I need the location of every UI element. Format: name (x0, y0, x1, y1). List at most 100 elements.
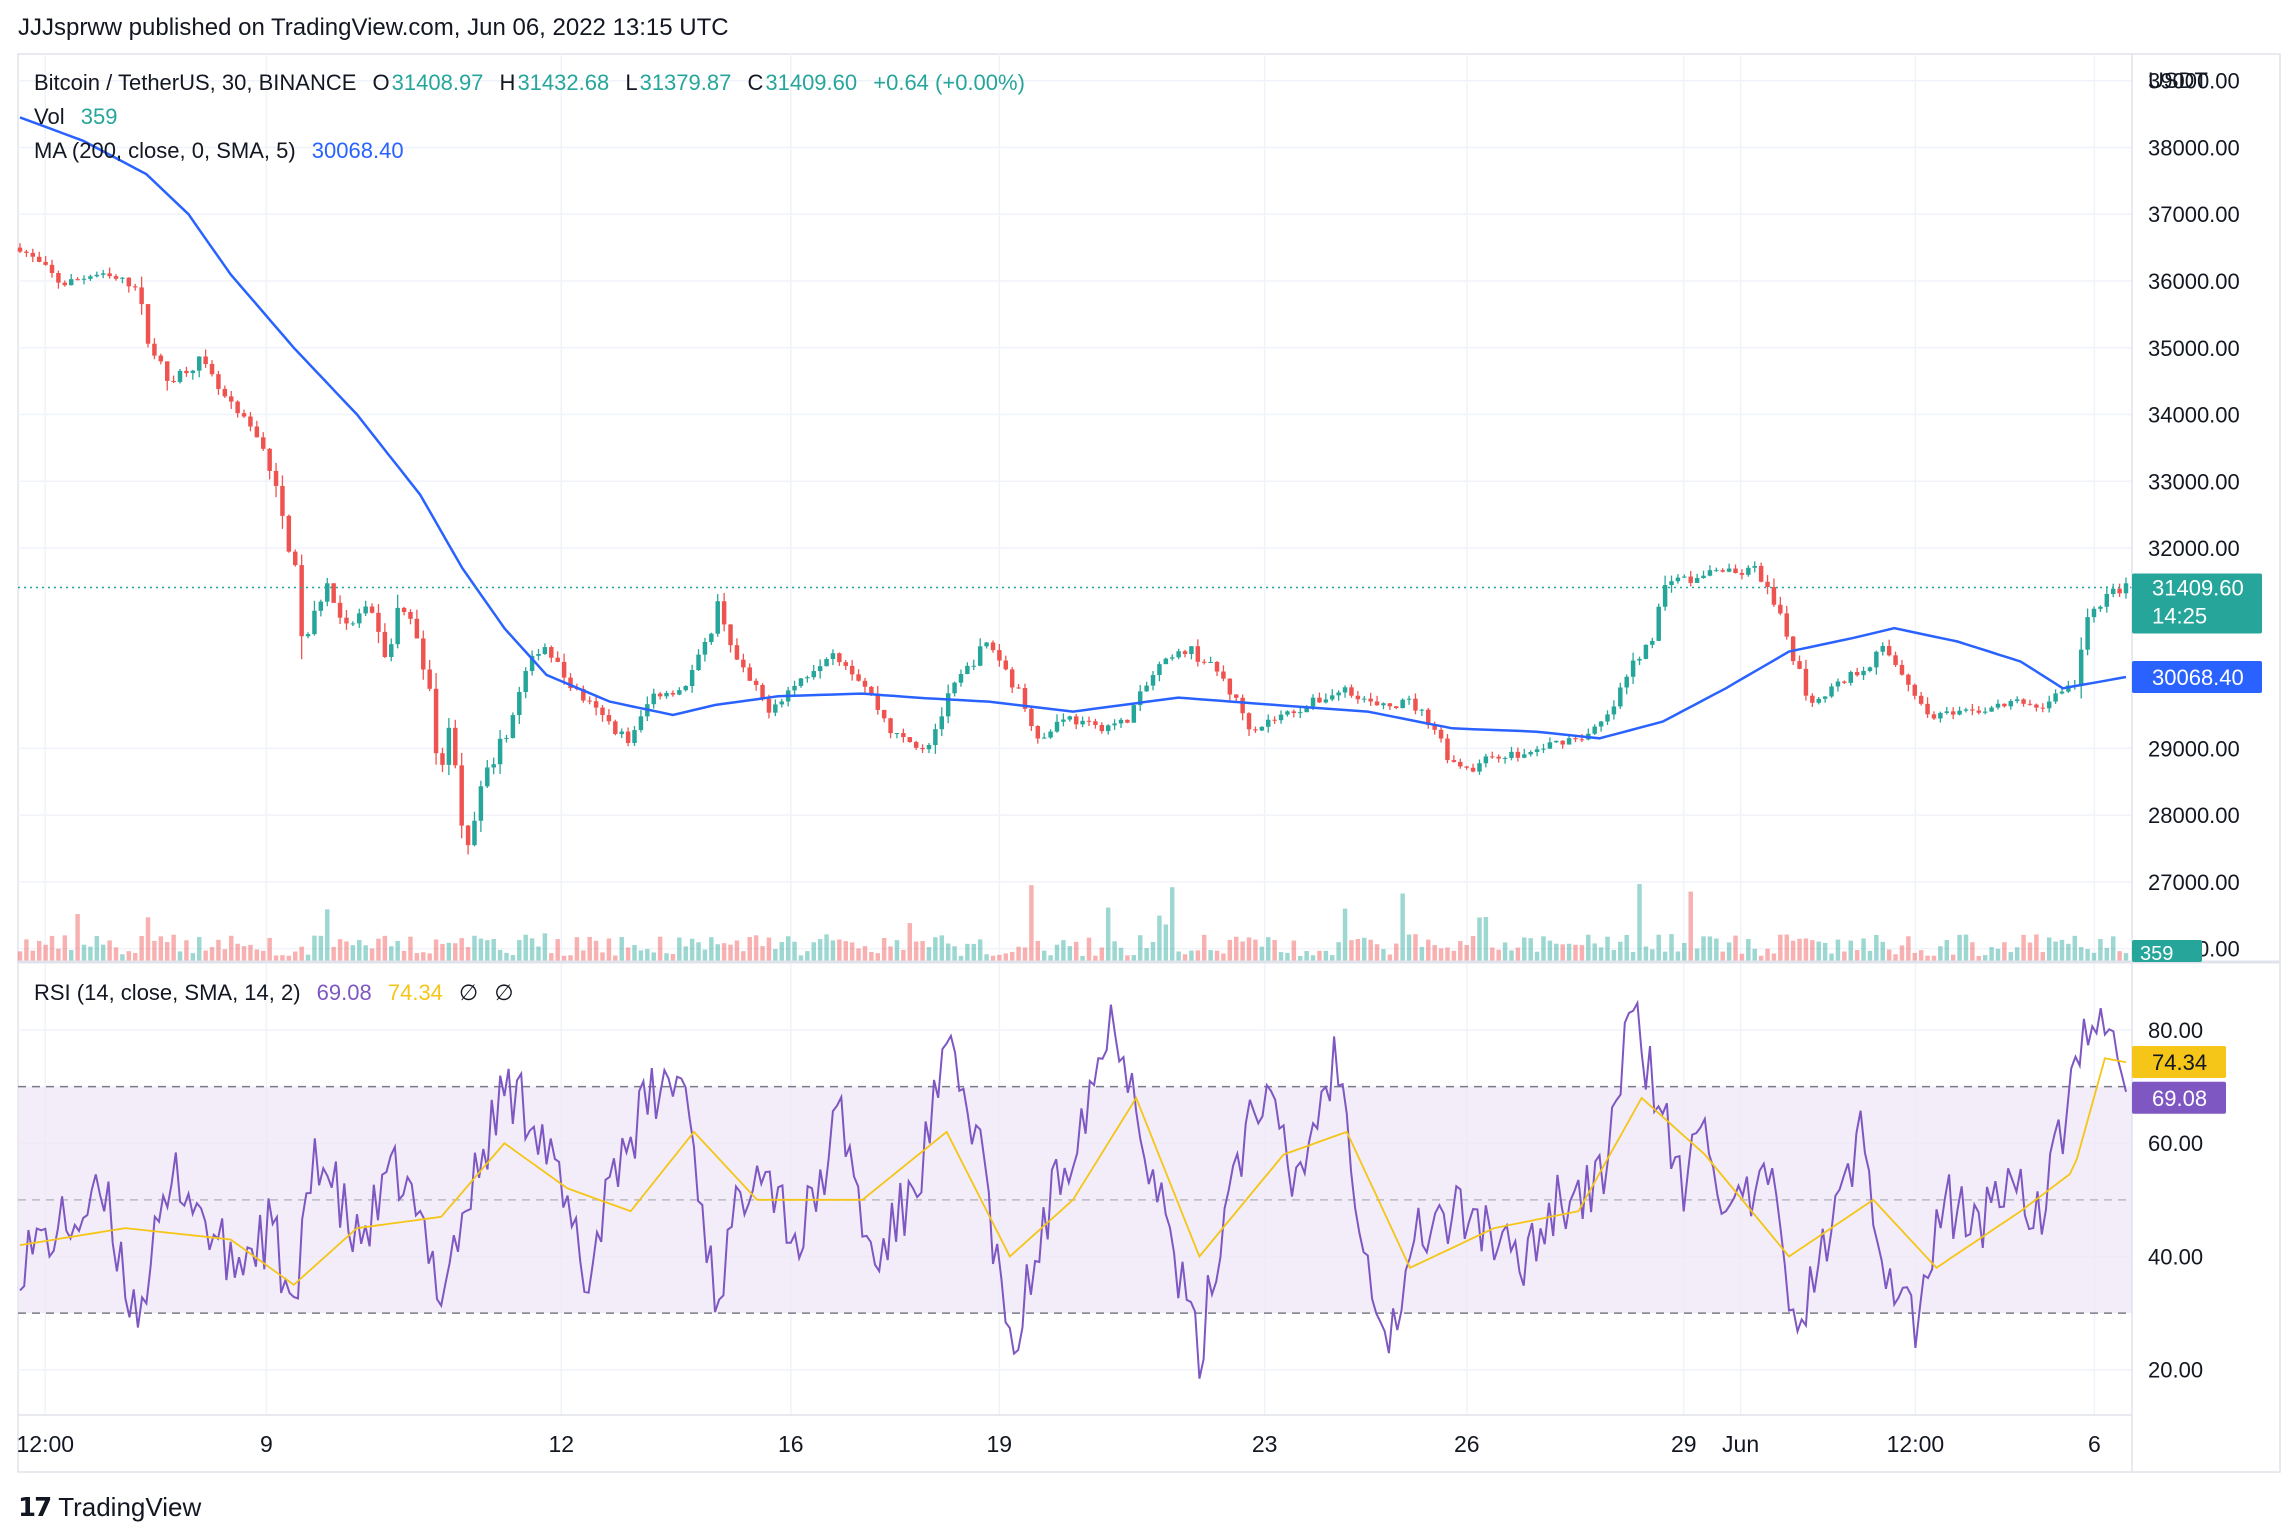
legend-volume-row[interactable]: Vol 359 (34, 104, 127, 130)
volume-bar (1048, 955, 1053, 962)
candle-body (715, 601, 720, 634)
candle-body (261, 437, 266, 449)
candle-body (625, 731, 631, 743)
volume-bar (62, 935, 68, 962)
price-axis-ticks: 39000.00 38000.00 37000.00 36000.00 35000.00… (2148, 69, 2240, 962)
candle-body (1733, 568, 1738, 574)
volume-bar (2040, 952, 2046, 962)
volume-bar (1912, 952, 1917, 962)
candle-body (1176, 651, 1181, 658)
candle-body (926, 745, 932, 750)
volume-label: Vol (34, 104, 65, 129)
candle-body (1778, 604, 1783, 614)
volume-bar (1073, 941, 1079, 962)
price-tick-label: 32000.00 (2148, 536, 2240, 561)
volume-bar (331, 946, 336, 962)
low-label: L (625, 70, 638, 95)
candle-body (158, 355, 164, 362)
volume-bar (549, 953, 554, 962)
volume-bar (478, 938, 484, 962)
volume-bar (273, 955, 279, 962)
candle-body (1201, 661, 1207, 663)
candle-body (75, 279, 80, 281)
legend-rsi-row[interactable]: RSI (14, close, SMA, 14, 2) 69.08 74.34 … (34, 980, 524, 1006)
candle-body (1432, 724, 1437, 730)
volume-bar (753, 935, 759, 962)
candle-body (1240, 697, 1245, 714)
volume-bar (1906, 936, 1911, 962)
candle-body (2008, 701, 2014, 707)
candle-body (1650, 640, 1655, 645)
legend-ma-row[interactable]: MA (200, close, 0, SMA, 5) 30068.40 (34, 138, 414, 164)
candle-body (1835, 681, 1841, 687)
candle-body (1342, 687, 1348, 693)
volume-bar (1285, 952, 1290, 962)
candle-body (1752, 565, 1757, 568)
volume-bar (766, 937, 772, 962)
symbol-name[interactable]: Bitcoin / TetherUS, 30, BINANCE (34, 70, 357, 95)
volume-bar (1515, 947, 1521, 962)
volume-bar (913, 941, 919, 962)
volume-bar (862, 946, 868, 962)
volume-bar (785, 936, 791, 962)
volume-bar (1624, 934, 1629, 962)
footer-brand[interactable]: 17 TradingView (18, 1492, 201, 1523)
volume-bar (248, 944, 253, 962)
volume-bar (1925, 955, 1930, 962)
volume-bar (1579, 945, 1585, 962)
candle-body (453, 727, 458, 766)
volume-bar (1778, 934, 1783, 962)
volume-bar (523, 934, 528, 962)
volume-bar (120, 954, 125, 962)
candle-body (401, 607, 407, 612)
candle-body (670, 692, 676, 695)
ma-label: MA (200, close, 0, SMA, 5) (34, 138, 296, 163)
candle-body (1310, 697, 1316, 707)
candle-body (542, 647, 548, 655)
candle-body (632, 730, 637, 743)
volume-bar (337, 939, 343, 962)
candle-body (2021, 699, 2026, 704)
candle-body (1112, 723, 1117, 726)
candle-body (1323, 699, 1329, 703)
volume-bar (888, 946, 893, 962)
high-label: H (499, 70, 516, 95)
candle-body (1387, 703, 1393, 707)
candle-body (1899, 664, 1905, 675)
volume-bar (555, 939, 560, 962)
volume-bar (1989, 947, 1994, 962)
price-tick-label: 35000.00 (2148, 336, 2240, 361)
volume-bar (164, 941, 170, 962)
candle-body (1950, 711, 1956, 715)
volume-bar (1362, 937, 1367, 962)
volume-bar (696, 942, 701, 962)
candle-body (536, 654, 541, 656)
volume-bar (1227, 939, 1233, 962)
volume-bar (389, 946, 394, 962)
volume-bar (94, 936, 100, 962)
candle-body (408, 611, 413, 619)
volume-bar (1874, 934, 1879, 962)
volume-bar (1208, 950, 1213, 962)
candle-body (1266, 719, 1271, 727)
volume-bar (1432, 945, 1437, 962)
volume-bar (1931, 955, 1937, 962)
volume-bar (1445, 947, 1450, 962)
volume-bar (779, 942, 784, 962)
volume-bar (132, 952, 138, 962)
candle-body (286, 515, 292, 552)
candle-body (1573, 738, 1578, 740)
candle-body (1048, 731, 1053, 738)
candle-body (2046, 701, 2052, 709)
volume-bar (427, 953, 432, 962)
volume-bar (1803, 938, 1809, 962)
volume-bar (1483, 917, 1489, 962)
volume-bar (465, 947, 471, 962)
volume-bar (75, 914, 80, 962)
candle-body (465, 825, 471, 846)
candle-body (1771, 587, 1777, 605)
volume-bar (2066, 943, 2071, 962)
candle-body (1688, 576, 1693, 583)
volume-bar (651, 952, 656, 962)
